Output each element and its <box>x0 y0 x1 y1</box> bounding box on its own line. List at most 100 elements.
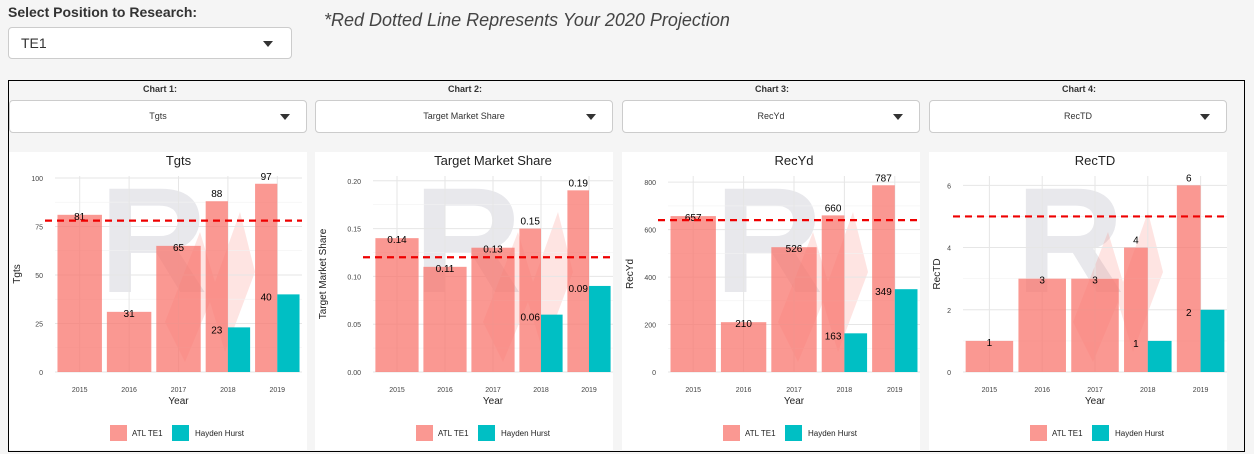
chart-1-select[interactable]: Tgts <box>9 100 307 133</box>
x-tick-label: 2018 <box>1140 387 1156 394</box>
legend-label-player: Hayden Hurst <box>1115 429 1165 438</box>
bar-team <box>255 183 278 372</box>
y-tick-label: 0.10 <box>347 274 361 281</box>
legend-swatch-team <box>110 425 127 441</box>
chart-2-select[interactable]: Target Market Share <box>315 100 613 133</box>
y-tick-label: 0 <box>652 370 656 377</box>
data-label-team: 31 <box>124 309 136 320</box>
chart-3-select[interactable]: RecYd <box>622 100 920 133</box>
data-label-team: 0.11 <box>436 264 455 275</box>
y-tick-label: 6 <box>947 183 951 190</box>
legend-label-player: Hayden Hurst <box>195 429 245 438</box>
legend-swatch-team <box>1030 425 1047 441</box>
bar-team <box>106 311 152 372</box>
data-label-team: 1 <box>987 338 993 349</box>
bar-team <box>1071 278 1119 372</box>
chart-2-label: Chart 2: <box>447 84 482 94</box>
watermark-logo: R <box>99 156 255 362</box>
x-axis-title: Year <box>483 396 504 407</box>
x-tick-label: 2015 <box>982 387 998 394</box>
chart-title: Tgts <box>166 153 192 168</box>
data-label-team: 210 <box>735 319 752 330</box>
bar-team <box>567 190 589 372</box>
data-label-player: 23 <box>211 325 223 336</box>
bar-team <box>821 215 845 372</box>
bar-team <box>57 214 102 372</box>
legend-label-team: ATL TE1 <box>132 429 163 438</box>
bar-team <box>1124 247 1148 372</box>
y-tick-label: 400 <box>644 275 656 282</box>
legend-label-player: Hayden Hurst <box>501 429 551 438</box>
legend-label-player: Hayden Hurst <box>808 429 858 438</box>
data-label-team: 3 <box>1092 276 1098 287</box>
chart-4-select-value: RecTD <box>1063 111 1092 121</box>
bar-player <box>844 333 868 372</box>
x-axis-title: Year <box>1085 396 1106 407</box>
data-label-team: 65 <box>173 243 185 254</box>
chart-1: R 0 25 50 75 100 2015 2016 2017 2018 2019 81 31 65 88 2… <box>9 152 307 450</box>
data-label-player: 40 <box>261 292 273 303</box>
data-label-player: 349 <box>875 287 892 298</box>
legend: ATL TE1 Hayden Hurst <box>416 425 551 441</box>
y-tick-label: 2 <box>947 308 951 315</box>
chart-2-select-value: Target Market Share <box>423 111 505 121</box>
legend: ATL TE1 Hayden Hurst <box>110 425 245 441</box>
bar-team <box>375 238 419 372</box>
x-tick-label: 2017 <box>485 387 501 394</box>
position-select-label: Select Position to Research: <box>8 4 198 20</box>
data-label-team: 657 <box>685 213 702 224</box>
projection-note: *Red Dotted Line Represents Your 2020 Pr… <box>324 10 730 30</box>
bar-player <box>1147 340 1172 372</box>
x-tick-label: 2017 <box>786 387 802 394</box>
y-tick-label: 75 <box>35 224 43 231</box>
data-label-player: 2 <box>1186 308 1192 319</box>
bar-team <box>1018 278 1066 372</box>
x-tick-label: 2016 <box>736 387 752 394</box>
chart-3-select-value: RecYd <box>757 111 785 121</box>
data-label-team: 787 <box>875 173 892 184</box>
y-tick-label: 0 <box>39 370 43 377</box>
chart-1-select-value: Tgts <box>149 111 167 121</box>
y-tick-label: 800 <box>644 180 656 187</box>
bar-team <box>670 216 716 372</box>
bar-team <box>965 340 1014 372</box>
chevron-down-icon <box>1200 114 1210 120</box>
data-label-player: 0.09 <box>568 284 588 295</box>
y-tick-label: 0 <box>947 370 951 377</box>
y-tick-label: 50 <box>35 273 43 280</box>
chart-title: RecYd <box>774 153 813 168</box>
data-label-team: 4 <box>1133 236 1139 247</box>
bar-player <box>227 327 251 372</box>
chart-title: RecTD <box>1075 153 1115 168</box>
x-axis-title: Year <box>784 396 805 407</box>
bar-team <box>720 322 767 372</box>
y-tick-label: 200 <box>644 323 656 330</box>
bar-team <box>423 266 467 372</box>
x-tick-label: 2015 <box>685 387 701 394</box>
chart-2: R 0.00 0.05 0.10 0.15 0.20 2015 2016 2017 2018 201… <box>315 152 613 450</box>
y-tick-label: 100 <box>31 176 43 183</box>
y-tick-label: 0.05 <box>347 322 361 329</box>
data-label-team: 0.14 <box>387 235 407 246</box>
y-tick-label: 0.15 <box>347 227 361 234</box>
x-tick-label: 2018 <box>220 387 236 394</box>
legend-swatch-team <box>416 425 433 441</box>
data-label-player: 1 <box>1133 339 1139 350</box>
x-tick-label: 2019 <box>270 387 286 394</box>
chart-1-svg: R 0 25 50 75 100 2015 2016 2017 2018 2019 81 31 65 88 2… <box>12 153 302 441</box>
x-tick-label: 2019 <box>1193 387 1209 394</box>
chart-1-label: Chart 1: <box>142 84 177 94</box>
bar-player <box>589 285 611 372</box>
x-tick-label: 2018 <box>533 387 549 394</box>
data-label-team: 6 <box>1186 173 1192 184</box>
chart-4-select[interactable]: RecTD <box>929 100 1227 133</box>
chevron-down-icon <box>263 41 273 47</box>
legend-swatch-player <box>1092 425 1109 441</box>
x-tick-label: 2016 <box>1034 387 1050 394</box>
chart-4: R 0 2 4 6 2015 2016 2017 2018 2019 1 3 3 4 1 6 2 RecTD Yea… <box>929 152 1227 450</box>
position-select[interactable]: TE1 <box>8 27 292 59</box>
legend-label-team: ATL TE1 <box>438 429 469 438</box>
